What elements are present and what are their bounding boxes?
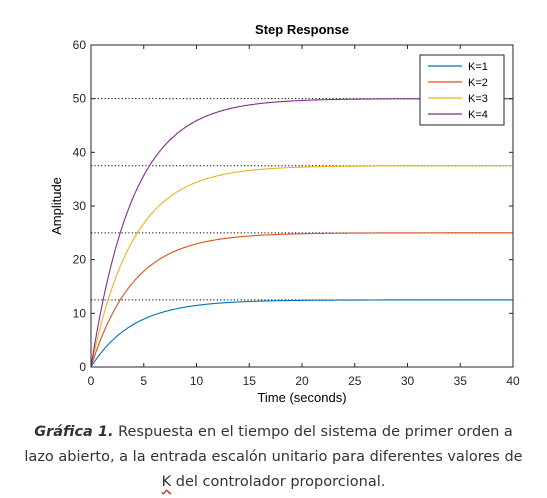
y-tick-label: 10 (73, 306, 87, 320)
legend-label: K=3 (468, 93, 488, 105)
legend-box (419, 54, 505, 126)
x-tick-label: 20 (295, 374, 309, 388)
caption-text-before: Respuesta en el tiempo del sistema de pr… (24, 424, 523, 465)
caption-text-after: del controlador proporcional. (171, 474, 386, 490)
series-lines (90, 98, 513, 368)
series-line (90, 299, 513, 368)
x-tick-label: 40 (506, 374, 520, 388)
x-axis: 0 5 10 15 20 25 30 35 40 (88, 45, 520, 388)
legend-label: K=1 (468, 61, 488, 73)
x-tick-label: 30 (401, 374, 415, 388)
y-axis: 0 10 20 30 40 50 60 (73, 38, 513, 374)
series-line (90, 165, 513, 368)
caption-k-word: K (161, 474, 172, 490)
legend-label: K=2 (468, 77, 488, 89)
y-tick-label: 50 (73, 92, 87, 106)
y-axis-label: Amplitude (49, 177, 64, 235)
y-tick-label: 0 (79, 360, 86, 374)
x-tick-label: 0 (88, 374, 95, 388)
series-line (90, 232, 513, 368)
x-tick-label: 15 (243, 374, 257, 388)
y-tick-label: 40 (73, 145, 87, 159)
chart-legend: K=1 K=2 K=3 K=4 (419, 54, 505, 126)
caption-label: Gráfica 1. (34, 424, 114, 440)
x-axis-label: Time (seconds) (257, 390, 346, 405)
legend-label: K=4 (468, 109, 488, 121)
x-tick-label: 25 (348, 374, 362, 388)
step-response-figure: Step Response 0 5 10 15 20 25 30 35 40 0 10 20 30 40… (49, 22, 520, 405)
figure-caption: Gráfica 1. Respuesta en el tiempo del si… (20, 420, 527, 495)
x-tick-label: 10 (190, 374, 204, 388)
x-tick-label: 5 (140, 374, 147, 388)
y-tick-label: 60 (73, 38, 87, 52)
y-tick-label: 30 (73, 199, 87, 213)
chart-title: Step Response (255, 22, 349, 37)
x-tick-label: 35 (454, 374, 468, 388)
step-response-chart: Step Response 0 5 10 15 20 25 30 35 40 0 10 20 30 40… (49, 22, 520, 405)
y-tick-label: 20 (73, 253, 87, 267)
